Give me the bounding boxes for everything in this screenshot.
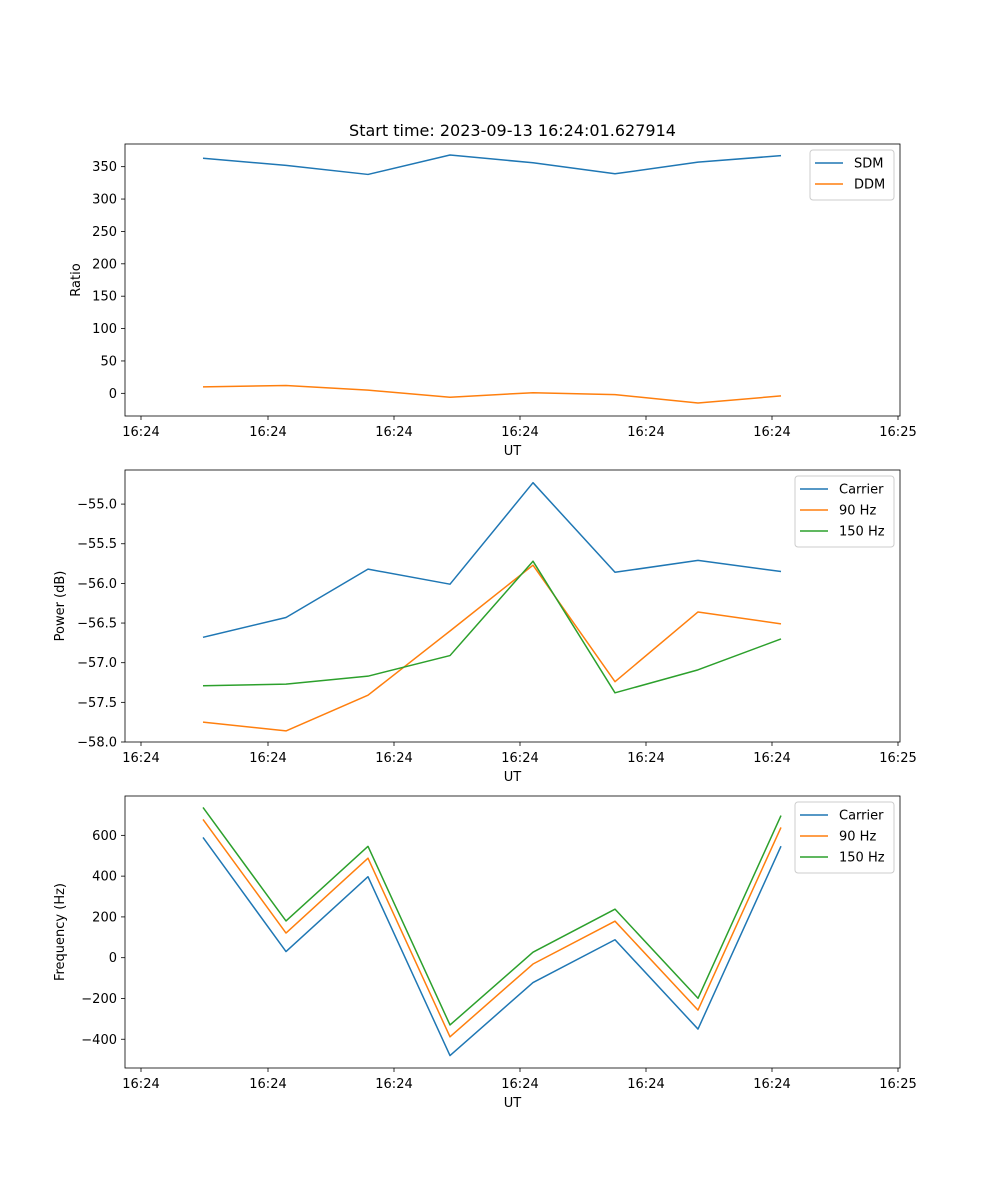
y-tick-label: −200 [81, 992, 117, 1007]
x-tick-label: 16:25 [879, 425, 916, 440]
x-tick-label: 16:24 [122, 751, 159, 766]
series-line-90-hz [202, 819, 782, 1038]
y-tick-label: −57.0 [77, 656, 117, 671]
y-axis-label: Frequency (Hz) [53, 883, 68, 981]
y-tick-label: 200 [92, 910, 117, 925]
y-tick-label: 300 [92, 193, 117, 208]
y-tick-label: 0 [109, 387, 117, 402]
series-line-carrier [202, 481, 782, 639]
x-tick-label: 16:24 [122, 1077, 159, 1092]
legend-label: Carrier [839, 483, 884, 498]
y-tick-label: 600 [92, 829, 117, 844]
legend-label: 150 Hz [839, 525, 885, 540]
x-tick-label: 16:24 [501, 1077, 538, 1092]
series-line-150-hz [202, 806, 782, 1026]
x-tick-label: 16:24 [375, 1077, 412, 1092]
x-tick-label: 16:24 [249, 1077, 286, 1092]
chart-panel-2: 16:24 16:24 16:24 16:24 16:24 16:24 16:25 −58.0… [53, 469, 917, 785]
y-tick-label: 200 [92, 257, 117, 272]
legend-label: SDM [854, 157, 883, 172]
x-axis-label: UT [504, 1096, 522, 1111]
y-tick-label: 50 [100, 354, 117, 369]
axes-frame [124, 469, 901, 743]
legend-label: 90 Hz [839, 504, 876, 519]
y-tick-label: −56.5 [77, 617, 117, 632]
legend: SDM DDM [809, 149, 895, 201]
y-tick-label: 150 [92, 290, 117, 305]
legend-label: 150 Hz [839, 851, 885, 866]
series-line-carrier [202, 836, 782, 1057]
legend-box [794, 475, 895, 548]
legend-box [794, 801, 895, 874]
x-tick-label: 16:24 [627, 1077, 664, 1092]
x-tick-label: 16:24 [753, 751, 790, 766]
y-tick-label: −400 [81, 1033, 117, 1048]
y-tick-label: −57.5 [77, 696, 117, 711]
legend-label: DDM [854, 178, 885, 193]
x-tick-label: 16:24 [122, 425, 159, 440]
x-tick-label: 16:24 [501, 425, 538, 440]
chart-panel-3: 16:24 16:24 16:24 16:24 16:24 16:24 16:25 −400 −… [53, 795, 917, 1111]
y-axis-label: Ratio [69, 263, 84, 296]
x-tick-label: 16:24 [249, 425, 286, 440]
chart-panel-1: 16:24 16:24 16:24 16:24 16:24 16:24 16:25 0 50 10… [69, 121, 917, 459]
x-tick-label: 16:24 [753, 425, 790, 440]
x-tick-label: 16:24 [753, 1077, 790, 1092]
legend-label: 90 Hz [839, 830, 876, 845]
x-axis-label: UT [504, 770, 522, 785]
y-axis-label: Power (dB) [53, 571, 68, 642]
x-axis-label: UT [504, 444, 522, 459]
series-line-150-hz [202, 560, 782, 694]
axes-frame [124, 795, 901, 1069]
series-line-sdm [202, 154, 782, 176]
y-tick-label: −55.0 [77, 498, 117, 513]
y-tick-label: −55.5 [77, 537, 117, 552]
x-tick-label: 16:24 [501, 751, 538, 766]
y-tick-label: 100 [92, 322, 117, 337]
x-tick-label: 16:24 [375, 425, 412, 440]
axes-frame [124, 143, 901, 417]
x-tick-label: 16:25 [879, 751, 916, 766]
y-tick-label: 0 [109, 951, 117, 966]
legend: Carrier 90 Hz 150 Hz [794, 475, 895, 548]
legend-label: Carrier [839, 809, 884, 824]
y-tick-label: 250 [92, 225, 117, 240]
x-tick-label: 16:24 [627, 425, 664, 440]
y-tick-label: −58.0 [77, 736, 117, 751]
y-tick-label: −56.0 [77, 577, 117, 592]
series-line-ddm [202, 384, 782, 404]
x-tick-label: 16:24 [375, 751, 412, 766]
legend: Carrier 90 Hz 150 Hz [794, 801, 895, 874]
chart-title: Start time: 2023-09-13 16:24:01.627914 [349, 121, 676, 140]
x-tick-label: 16:24 [249, 751, 286, 766]
y-tick-label: 400 [92, 870, 117, 885]
x-tick-label: 16:25 [879, 1077, 916, 1092]
x-tick-label: 16:24 [627, 751, 664, 766]
y-tick-label: 350 [92, 160, 117, 175]
series-line-90-hz [202, 564, 782, 732]
